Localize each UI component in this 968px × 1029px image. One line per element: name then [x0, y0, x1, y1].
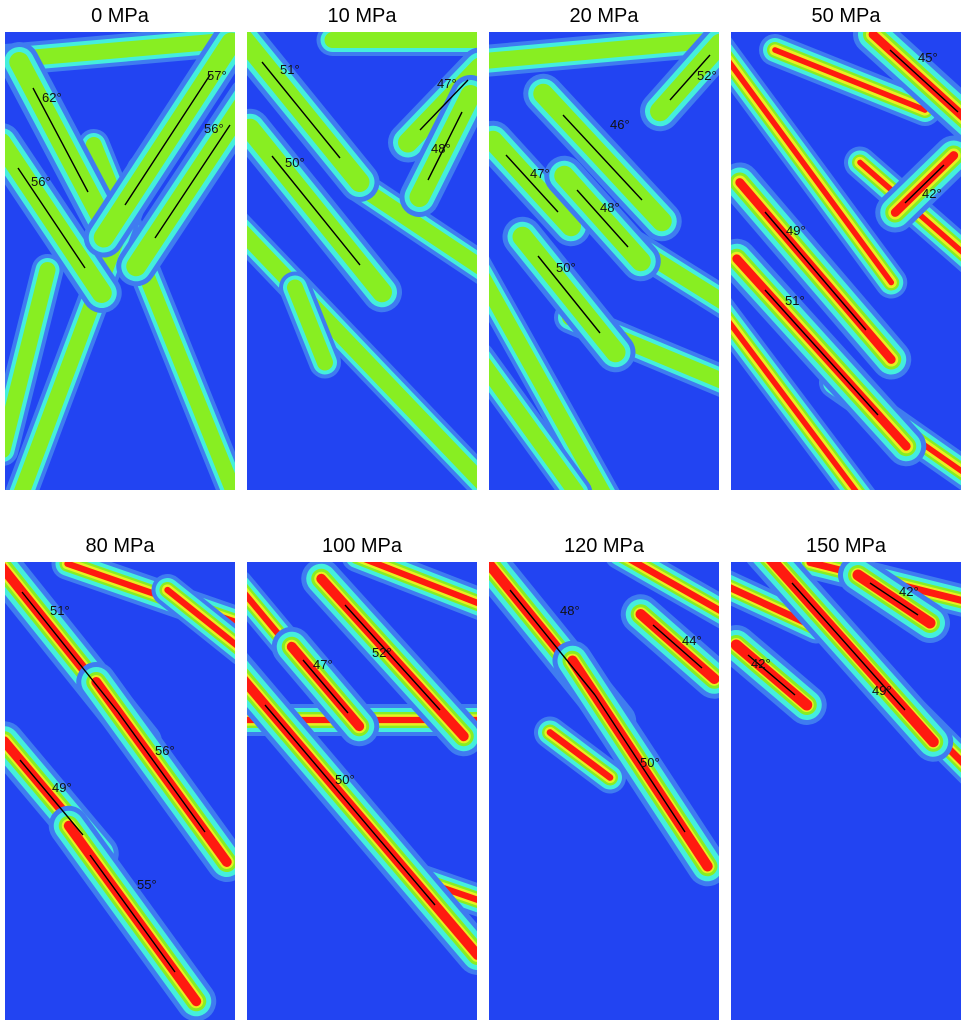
angle-label: 51°	[280, 62, 300, 77]
angle-label: 47°	[530, 166, 550, 181]
panel-title: 50 MPa	[812, 5, 882, 27]
fracture-angle-line	[32, 87, 89, 193]
contour-panel	[247, 32, 477, 490]
panel-title: 150 MPa	[806, 535, 887, 557]
angle-label: 48°	[431, 141, 451, 156]
panel-title: 80 MPa	[86, 535, 156, 557]
fracture-angle-line	[562, 114, 643, 201]
angle-label: 49°	[872, 683, 892, 698]
field-band-green	[349, 177, 477, 275]
panel-title: 120 MPa	[564, 535, 645, 557]
field-band-green	[287, 279, 333, 371]
fracture-angle-line	[21, 591, 119, 713]
angle-label: 47°	[313, 657, 333, 672]
fracture-angle-line	[889, 49, 959, 113]
angle-label: 49°	[52, 780, 72, 795]
angle-label: 62°	[42, 90, 62, 105]
fracture-angle-line	[117, 711, 206, 833]
field-band-red	[546, 729, 614, 781]
angle-label: 47°	[437, 76, 457, 91]
field-band-green	[247, 225, 477, 489]
angle-label: 52°	[372, 645, 392, 660]
fracture-angle-line	[261, 61, 341, 159]
fracture-angle-line	[764, 289, 879, 416]
angle-label: 49°	[786, 223, 806, 238]
fracture-angle-line	[264, 704, 436, 906]
contour-panel	[731, 32, 961, 490]
fracture-angle-line	[271, 155, 361, 266]
field-band-green	[489, 358, 584, 490]
field-band-red	[164, 586, 235, 649]
fracture-angle-line	[19, 759, 84, 836]
contour-panel	[489, 32, 719, 490]
angle-label: 57°	[207, 68, 227, 83]
angle-label: 56°	[204, 121, 224, 136]
angle-label: 50°	[335, 772, 355, 787]
panel-title: 10 MPa	[328, 5, 398, 27]
angle-label: 48°	[600, 200, 620, 215]
fracture-angle-line	[869, 582, 919, 616]
panel-title: 0 MPa	[91, 5, 150, 27]
angle-label: 44°	[682, 633, 702, 648]
contour-panel	[247, 562, 477, 1020]
fracture-angle-line	[904, 164, 945, 204]
fracture-angle-line	[747, 654, 796, 696]
angle-label: 56°	[31, 174, 51, 189]
field-band-red	[772, 47, 928, 113]
fracture-angle-line	[669, 54, 711, 101]
fracture-angle-line	[124, 74, 211, 206]
panel-title: 100 MPa	[322, 535, 403, 557]
angle-label: 51°	[785, 293, 805, 308]
fracture-angle-line	[594, 694, 686, 833]
fracture-angle-line	[509, 589, 596, 696]
fracture-angle-line	[302, 659, 349, 714]
contour-panel	[5, 562, 235, 1020]
fracture-angle-line	[764, 211, 867, 331]
fracture-angle-line	[427, 111, 463, 181]
field-band-green	[489, 32, 719, 69]
angle-label: 52°	[697, 68, 717, 83]
fracture-angle-line	[17, 167, 86, 269]
angle-label: 45°	[918, 50, 938, 65]
angle-label: 42°	[922, 186, 942, 201]
field-band-green	[5, 262, 56, 458]
field-band-red	[627, 562, 719, 614]
field-band-red	[731, 59, 895, 286]
angle-label: 55°	[137, 877, 157, 892]
fracture-angle-line	[537, 255, 601, 334]
angle-label: 42°	[751, 656, 771, 671]
angle-label: 50°	[640, 755, 660, 770]
angle-label: 56°	[155, 743, 175, 758]
fracture-angle-line	[791, 582, 906, 711]
fracture-angle-line	[576, 189, 629, 248]
angle-label: 50°	[285, 155, 305, 170]
field-band-green	[5, 32, 235, 69]
panel-title: 20 MPa	[570, 5, 640, 27]
contour-panel	[731, 562, 961, 1020]
angle-label: 50°	[556, 260, 576, 275]
fracture-angle-line	[652, 624, 703, 669]
fracture-angle-line	[89, 854, 176, 973]
fracture-angle-line	[505, 154, 559, 213]
fracture-angle-line	[344, 604, 441, 711]
angle-label: 48°	[560, 603, 580, 618]
field-band-red	[363, 562, 477, 607]
angle-label: 46°	[610, 117, 630, 132]
contour-panel	[489, 562, 719, 1020]
angle-label: 42°	[899, 584, 919, 599]
fracture-angle-line	[419, 79, 469, 131]
field-band-red	[731, 319, 859, 490]
field-band-green	[489, 272, 611, 490]
angle-label: 51°	[50, 603, 70, 618]
fracture-angle-line	[154, 124, 231, 239]
